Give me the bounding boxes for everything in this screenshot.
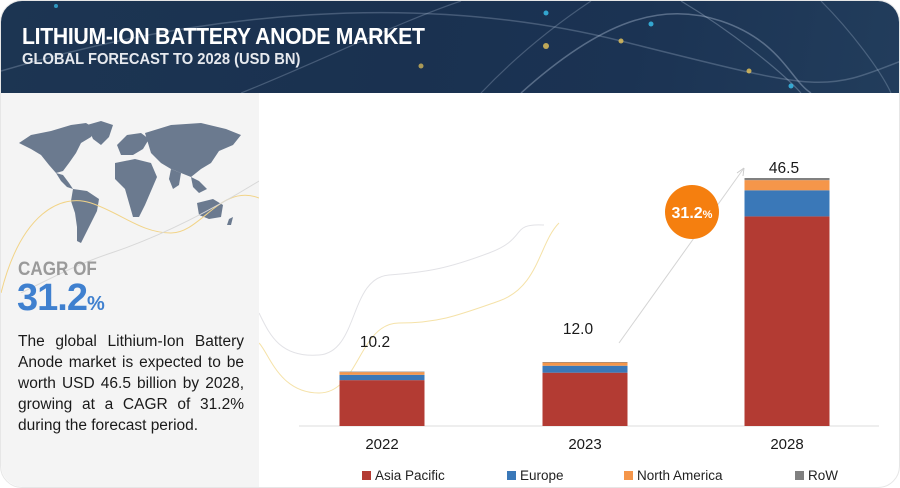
cagr-badge-text: 31.2%	[672, 205, 713, 222]
page-subtitle: GLOBAL FORECAST TO 2028 (USD BN)	[22, 51, 301, 68]
bar-2022-europe	[339, 374, 425, 381]
legend-label: North America	[637, 468, 723, 483]
cagr-value: 31.2%	[17, 277, 105, 320]
x-tick-label-2023: 2023	[568, 436, 601, 453]
bar-2023-europe	[542, 365, 628, 373]
legend-label: Asia Pacific	[375, 468, 445, 483]
cagr-badge-percent: %	[703, 209, 713, 221]
legend-label: Europe	[520, 468, 564, 483]
decor-wave-gold	[259, 222, 560, 394]
header-banner: LITHIUM-ION BATTERY ANODE MARKET GLOBAL …	[1, 1, 899, 93]
cagr-number: 31.2	[17, 277, 88, 319]
market-description: The global Lithium-Ion Battery Anode mar…	[18, 333, 244, 434]
bar-2028-europe	[744, 190, 830, 217]
data-label-total-2028: 46.5	[769, 160, 799, 177]
page-title: LITHIUM-ION BATTERY ANODE MARKET	[22, 23, 425, 49]
cagr-percent: %	[86, 293, 105, 315]
stacked-bar-chart: 31.2% 2022 2023 2028 10.2 12.0 46.5	[259, 160, 879, 453]
decor-wave-gray	[259, 224, 545, 356]
header-decoration	[1, 1, 899, 93]
legend-item-row: RoW	[795, 468, 838, 483]
bar-2022-north-america	[339, 372, 425, 375]
data-label-total-2023: 12.0	[563, 321, 594, 338]
growth-arrow-head-icon	[736, 167, 745, 177]
legend-swatch	[362, 471, 371, 480]
bar-2022-asia-pacific	[339, 380, 425, 426]
legend-item-europe: Europe	[507, 468, 564, 483]
bar-2023-north-america	[542, 362, 628, 366]
legend-label: RoW	[808, 468, 838, 483]
cagr-badge	[665, 185, 719, 239]
x-tick-label-2022: 2022	[365, 436, 398, 453]
legend-item-north-america: North America	[624, 468, 723, 483]
cagr-label: CAGR OF	[18, 259, 97, 280]
legend-swatch	[795, 471, 804, 480]
chart-legend: Asia Pacific Europe North America RoW	[1, 468, 899, 486]
bar-2028-north-america	[744, 180, 830, 191]
bar-2028-asia-pacific	[744, 216, 830, 426]
cagr-badge-number: 31.2	[672, 205, 703, 222]
summary-panel	[1, 93, 259, 487]
world-map-icon	[1, 121, 259, 293]
x-tick-label-2028: 2028	[770, 436, 803, 453]
bar-2028-row	[744, 178, 830, 181]
legend-item-asia-pacific: Asia Pacific	[362, 468, 445, 483]
data-label-total-2022: 10.2	[360, 334, 390, 351]
legend-swatch	[507, 471, 516, 480]
growth-arrow-line	[618, 167, 745, 344]
bar-2022-row	[339, 371, 425, 373]
bar-2023-asia-pacific	[542, 372, 628, 426]
legend-swatch	[624, 471, 633, 480]
bar-2023-row	[542, 362, 628, 363]
